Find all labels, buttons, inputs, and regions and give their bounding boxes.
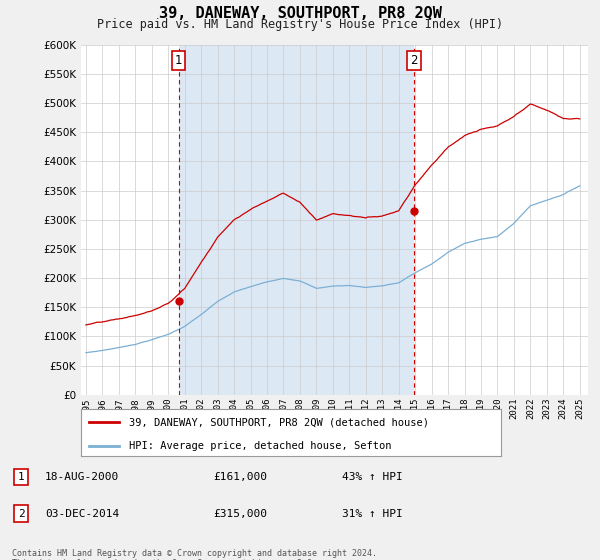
Text: 1: 1 [175,54,182,67]
Bar [179,45,414,395]
Text: Contains HM Land Registry data © Crown copyright and database right 2024.
This d: Contains HM Land Registry data © Crown c… [12,549,377,560]
Text: £161,000: £161,000 [213,472,267,482]
Text: 2: 2 [17,508,25,519]
Text: 18-AUG-2000: 18-AUG-2000 [45,472,119,482]
Text: 43% ↑ HPI: 43% ↑ HPI [342,472,403,482]
Text: 1: 1 [17,472,25,482]
Text: 31% ↑ HPI: 31% ↑ HPI [342,508,403,519]
Text: Price paid vs. HM Land Registry's House Price Index (HPI): Price paid vs. HM Land Registry's House … [97,18,503,31]
Text: 39, DANEWAY, SOUTHPORT, PR8 2QW: 39, DANEWAY, SOUTHPORT, PR8 2QW [158,6,442,21]
Text: 03-DEC-2014: 03-DEC-2014 [45,508,119,519]
Text: 39, DANEWAY, SOUTHPORT, PR8 2QW (detached house): 39, DANEWAY, SOUTHPORT, PR8 2QW (detache… [130,417,430,427]
Text: £315,000: £315,000 [213,508,267,519]
Text: HPI: Average price, detached house, Sefton: HPI: Average price, detached house, Seft… [130,441,392,451]
Text: 2: 2 [410,54,418,67]
